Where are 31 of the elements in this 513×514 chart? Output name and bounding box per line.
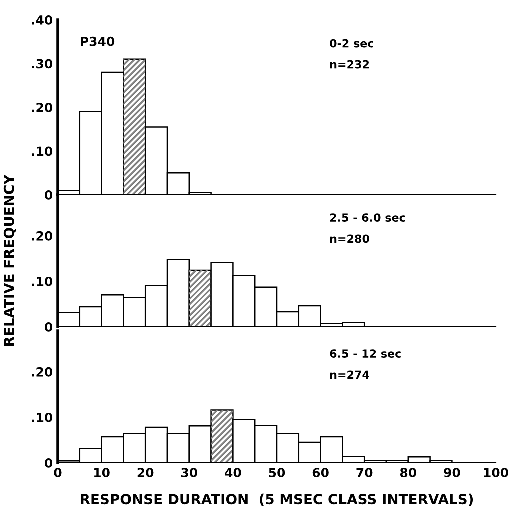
y-tick-label: 0 xyxy=(45,458,53,468)
y-tick-label: .30 xyxy=(32,59,53,69)
text: 0-2 sec xyxy=(330,39,374,48)
x-tick-label: 20 xyxy=(138,468,154,478)
x-axis-title: RESPONSE DURATION (5 MSEC CLASS INTERVALS) xyxy=(81,494,474,506)
text: n=274 xyxy=(330,370,370,379)
text: 2.5 - 6.0 sec xyxy=(330,214,406,222)
y-tick-label: .10 xyxy=(32,276,53,286)
x-tick-label: 10 xyxy=(94,468,110,478)
y-tick-label: .20 xyxy=(32,102,53,112)
y-axis-title: RELATIVE FREQUENCY xyxy=(4,174,16,346)
text: n=232 xyxy=(330,60,370,69)
x-tick-label: 100 xyxy=(484,468,508,478)
text: 6.5 - 12 sec xyxy=(330,350,401,358)
y-tick-label: .10 xyxy=(32,412,53,422)
y-tick-label: 0 xyxy=(45,190,53,200)
y-tick-label: .20 xyxy=(32,231,53,241)
x-tick-label: 80 xyxy=(400,468,416,478)
y-tick-label: .20 xyxy=(32,367,53,377)
annotation: P340 xyxy=(81,36,115,46)
text: n=280 xyxy=(330,234,370,244)
x-tick-label: 40 xyxy=(225,468,242,478)
x-tick-label: 50 xyxy=(269,468,286,478)
x-tick-label: 60 xyxy=(312,468,329,478)
y-tick-label: .40 xyxy=(32,15,53,25)
x-tick-label: 0 xyxy=(54,468,62,478)
x-tick-label: 30 xyxy=(182,468,198,478)
x-tick-label: 70 xyxy=(356,468,373,478)
y-tick-label: 0 xyxy=(45,322,53,332)
x-tick-label: 90 xyxy=(444,468,460,478)
y-tick-label: .10 xyxy=(32,146,53,156)
